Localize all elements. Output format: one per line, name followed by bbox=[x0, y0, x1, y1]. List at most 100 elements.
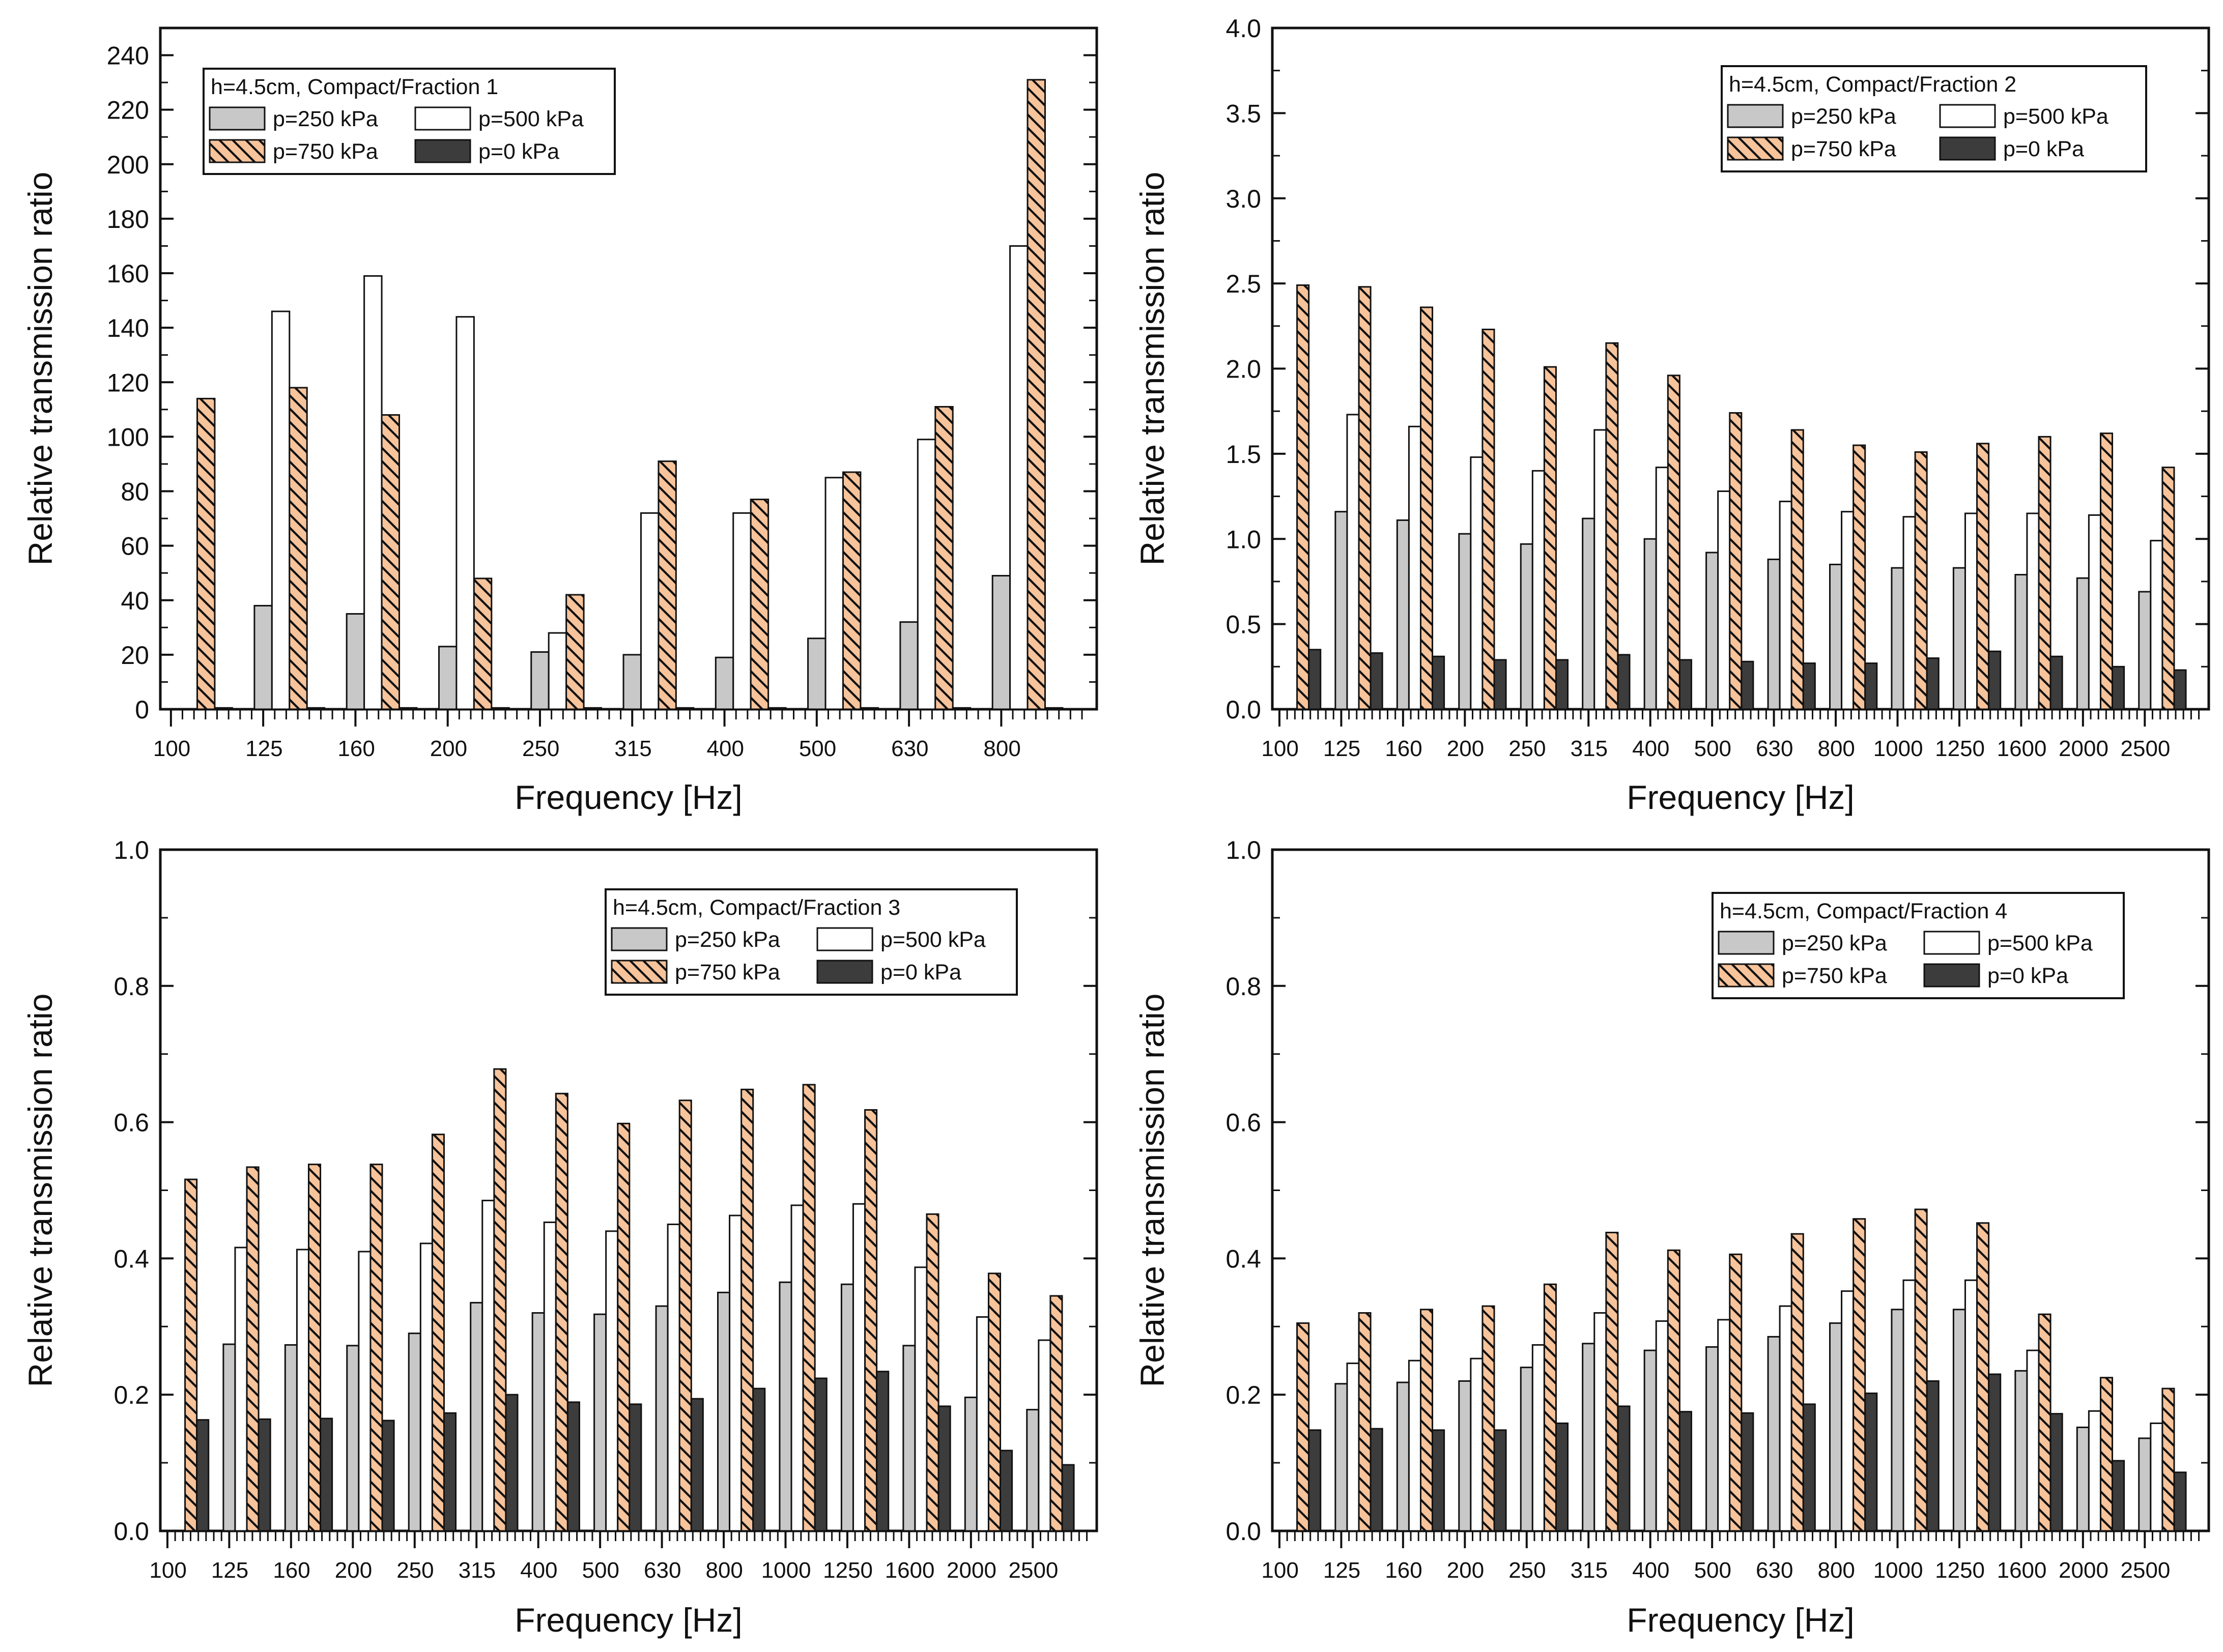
bar-p250-160 bbox=[1396, 519, 1410, 710]
bar-p0-315 bbox=[675, 707, 695, 710]
bar-p0-500 bbox=[1741, 1412, 1754, 1532]
x-tick-label: 800 bbox=[705, 1558, 743, 1583]
bar-p750-315 bbox=[1605, 342, 1619, 710]
x-tick-label: 200 bbox=[1447, 736, 1484, 761]
y-axis-title: Relative transmission ratio bbox=[21, 172, 59, 566]
bar-p0-400 bbox=[566, 1401, 580, 1532]
bar-p0-250 bbox=[1555, 659, 1569, 710]
y-tick-label: 1.0 bbox=[1226, 525, 1261, 554]
bar-p500-315 bbox=[481, 1200, 495, 1532]
bar-p0-400 bbox=[1678, 659, 1692, 710]
x-tick-label: 400 bbox=[707, 736, 744, 761]
bar-p250-800 bbox=[717, 1291, 731, 1532]
legend: h=4.5cm, Compact/Fraction 1 p=250 kPa p=50… bbox=[203, 68, 616, 175]
x-tick-label: 2000 bbox=[2059, 1558, 2108, 1583]
bar-p250-630 bbox=[1767, 1336, 1781, 1532]
x-tick-label: 125 bbox=[211, 1558, 248, 1583]
bar-p0-100 bbox=[214, 707, 233, 710]
bar-p250-1000 bbox=[779, 1281, 792, 1532]
y-tick-label: 0.0 bbox=[1226, 1517, 1261, 1546]
y-tick-label: 0.5 bbox=[1226, 611, 1261, 639]
x-tick-label: 200 bbox=[1447, 1558, 1484, 1583]
x-tick-label: 1600 bbox=[1997, 736, 2047, 761]
y-tick-label: 0.0 bbox=[113, 1517, 149, 1546]
bar-p250-2000 bbox=[964, 1397, 978, 1532]
legend-swatch-p0 bbox=[414, 139, 471, 163]
legend-swatch-p500 bbox=[414, 106, 471, 131]
bar-p0-630 bbox=[1802, 662, 1816, 710]
bar-p750-1250 bbox=[1976, 443, 1990, 710]
x-tick-label: 125 bbox=[1323, 1558, 1360, 1583]
y-tick-label: 0.6 bbox=[113, 1109, 149, 1137]
x-tick-label: 200 bbox=[430, 736, 467, 761]
x-tick-label: 500 bbox=[1694, 736, 1731, 761]
bar-p250-200 bbox=[1458, 1380, 1472, 1532]
x-tick-label: 315 bbox=[459, 1558, 496, 1583]
bar-p250-250 bbox=[1520, 1367, 1533, 1532]
bar-p0-1250 bbox=[876, 1371, 890, 1532]
bar-p500-1250 bbox=[852, 1203, 866, 1532]
bar-p750-630 bbox=[934, 405, 954, 710]
bar-p500-200 bbox=[1470, 456, 1484, 710]
bar-p250-500 bbox=[1705, 552, 1719, 710]
legend-box bbox=[605, 888, 1018, 996]
legend-swatch-p250 bbox=[1727, 104, 1784, 128]
legend-swatch-p250 bbox=[611, 927, 668, 951]
legend: h=4.5cm, Compact/Fraction 4 p=250 kPa p=50… bbox=[1712, 892, 2125, 999]
bar-p500-800 bbox=[1009, 245, 1029, 710]
bar-p750-500 bbox=[617, 1122, 631, 1532]
x-tick-label: 800 bbox=[983, 736, 1020, 761]
bar-p500-125 bbox=[1346, 414, 1360, 710]
bar-p750-800 bbox=[740, 1088, 754, 1532]
bar-p500-1000 bbox=[1902, 516, 1916, 710]
bar-p0-250 bbox=[1555, 1422, 1569, 1532]
bar-p0-2500 bbox=[2173, 669, 2187, 710]
legend-swatch-p750 bbox=[611, 960, 668, 984]
bar-p750-315 bbox=[493, 1068, 507, 1532]
bar-p750-2000 bbox=[2099, 432, 2114, 710]
bar-p750-160 bbox=[307, 1164, 322, 1532]
bar-p500-250 bbox=[548, 632, 567, 710]
bar-p0-2500 bbox=[1061, 1464, 1075, 1532]
x-tick-label: 630 bbox=[644, 1558, 681, 1583]
bar-p250-1250 bbox=[1952, 567, 1966, 710]
bar-p750-160 bbox=[1419, 306, 1434, 710]
bar-p750-100 bbox=[196, 397, 216, 710]
x-tick-label: 160 bbox=[1385, 736, 1422, 761]
bar-p500-2500 bbox=[2150, 540, 2163, 710]
chart-panel-2: 0.0 0.5 1.0 1.5 2.0 2.5 3.0 3.5 4.0 100 125 160 200 2… bbox=[1133, 14, 2210, 816]
bar-p250-1250 bbox=[1952, 1309, 1966, 1532]
bar-p750-200 bbox=[1481, 329, 1495, 710]
bar-p0-160 bbox=[320, 1417, 333, 1532]
x-tick-label: 400 bbox=[520, 1558, 557, 1583]
bar-p0-1000 bbox=[1926, 1380, 1940, 1532]
bar-p750-2000 bbox=[987, 1272, 1002, 1532]
bar-p0-630 bbox=[690, 1398, 704, 1532]
bar-p500-160 bbox=[1408, 1359, 1421, 1532]
bar-p500-1000 bbox=[790, 1204, 804, 1532]
bar-p250-1250 bbox=[840, 1283, 854, 1532]
bar-p500-160 bbox=[296, 1249, 309, 1532]
bar-p250-800 bbox=[991, 575, 1011, 710]
bar-p0-315 bbox=[505, 1394, 519, 1532]
bar-p0-500 bbox=[1741, 660, 1754, 710]
bar-p250-125 bbox=[1334, 511, 1348, 710]
legend-title: h=4.5cm, Compact/Fraction 2 bbox=[1729, 72, 2016, 97]
bar-p500-160 bbox=[1408, 425, 1421, 710]
legend-title: h=4.5cm, Compact/Fraction 4 bbox=[1720, 899, 2007, 923]
legend-swatch-p0 bbox=[1923, 963, 1980, 988]
x-tick-label: 2500 bbox=[2121, 736, 2171, 761]
bar-p250-630 bbox=[899, 621, 919, 710]
x-tick-label: 2000 bbox=[2059, 736, 2108, 761]
bar-p750-2500 bbox=[2161, 467, 2175, 710]
bar-p500-315 bbox=[1593, 429, 1607, 710]
bar-p500-1250 bbox=[1964, 1279, 1978, 1532]
x-tick-label: 160 bbox=[337, 736, 375, 761]
bar-p750-100 bbox=[1296, 1322, 1310, 1532]
bar-p250-800 bbox=[1829, 1322, 1843, 1532]
bar-p0-125 bbox=[1370, 652, 1383, 710]
bar-p500-125 bbox=[1346, 1363, 1360, 1532]
bar-p0-160 bbox=[1432, 655, 1445, 710]
bar-p500-400 bbox=[1655, 1320, 1669, 1532]
